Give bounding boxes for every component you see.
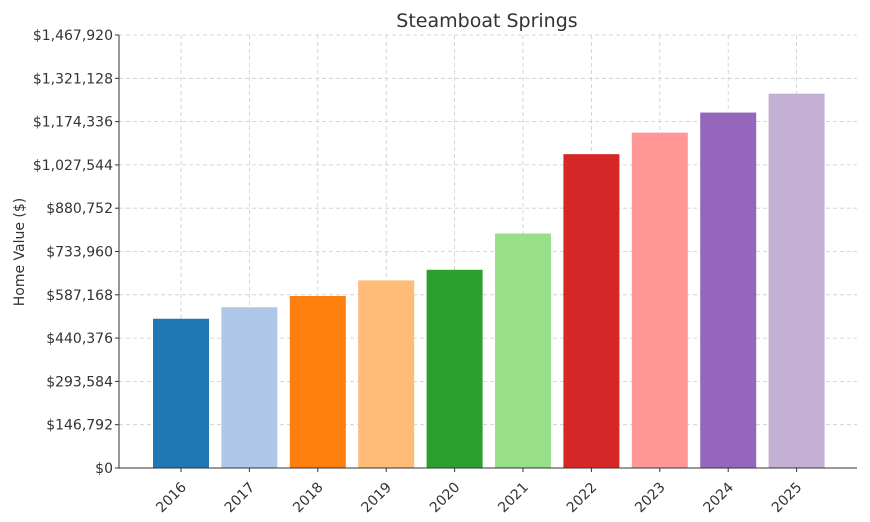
- bar-2021: [495, 233, 551, 468]
- x-tick-label-2025: 2025: [769, 480, 806, 517]
- y-tick-label-8: $1,174,336: [33, 115, 113, 131]
- bar-2016: [153, 318, 209, 468]
- x-ticks: 2016 2017 2018 2019 2020 2021 2022 2023 2024 2025: [153, 468, 805, 516]
- chart-title: Steamboat Springs: [396, 10, 577, 32]
- y-tick-label-0: $0: [95, 461, 113, 477]
- y-tick-label-9: $1,321,128: [33, 71, 113, 87]
- y-tick-label-3: $440,376: [46, 331, 113, 347]
- bar-2018: [289, 296, 346, 468]
- bar-2017: [221, 307, 278, 468]
- bar-2023: [631, 132, 688, 468]
- y-tick-label-4: $587,168: [46, 288, 113, 304]
- x-tick-label-2016: 2016: [153, 479, 190, 516]
- bar-2019: [358, 280, 415, 468]
- x-tick-label-2019: 2019: [359, 480, 396, 517]
- x-tick-label-2024: 2024: [701, 479, 738, 516]
- x-tick-label-2018: 2018: [290, 480, 327, 517]
- y-axis-label: Home Value ($): [12, 198, 28, 307]
- bar-2024: [700, 112, 757, 469]
- y-tick-label-1: $146,792: [46, 418, 113, 434]
- y-tick-label-7: $1,027,544: [33, 158, 113, 174]
- y-tick-label-2: $293,584: [46, 374, 113, 390]
- x-tick-label-2022: 2022: [564, 480, 601, 517]
- x-tick-label-2023: 2023: [632, 480, 669, 517]
- bars: [153, 93, 825, 469]
- x-tick-label-2017: 2017: [222, 480, 259, 517]
- x-tick-label-2021: 2021: [495, 480, 532, 517]
- bar-2020: [426, 269, 483, 468]
- y-tick-label-5: $733,960: [46, 245, 113, 261]
- bar-2022: [563, 154, 620, 469]
- bar-2025: [768, 93, 825, 469]
- y-ticks: $0 $146,792 $293,584 $440,376 $587,168 $733,9…: [33, 28, 119, 477]
- y-tick-label-6: $880,752: [46, 201, 113, 217]
- y-tick-label-10: $1,467,920: [33, 28, 113, 44]
- x-tick-label-2020: 2020: [427, 480, 464, 517]
